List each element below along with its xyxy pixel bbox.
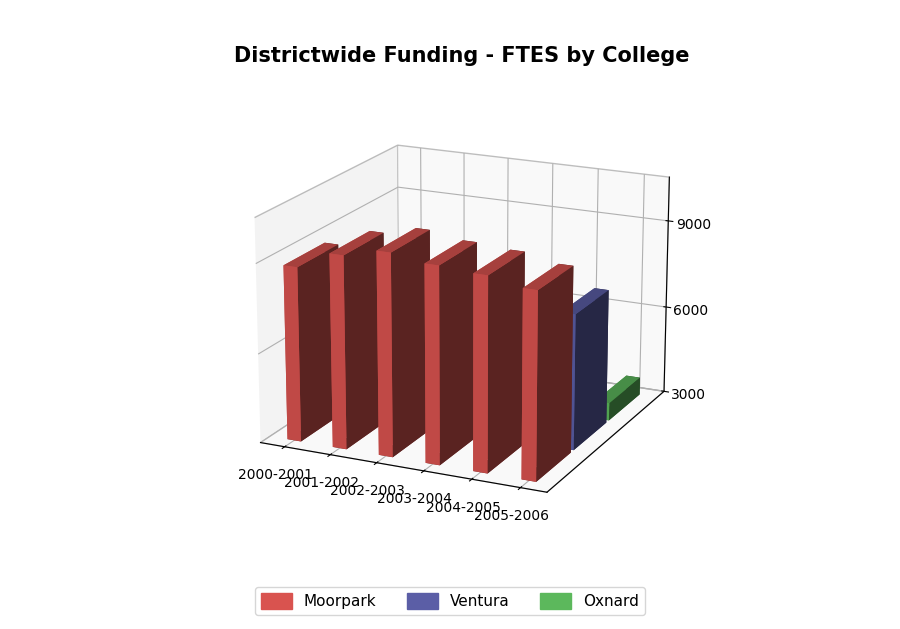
- Legend: Moorpark, Ventura, Oxnard: Moorpark, Ventura, Oxnard: [255, 587, 645, 615]
- Title: Districtwide Funding - FTES by College: Districtwide Funding - FTES by College: [233, 45, 689, 65]
